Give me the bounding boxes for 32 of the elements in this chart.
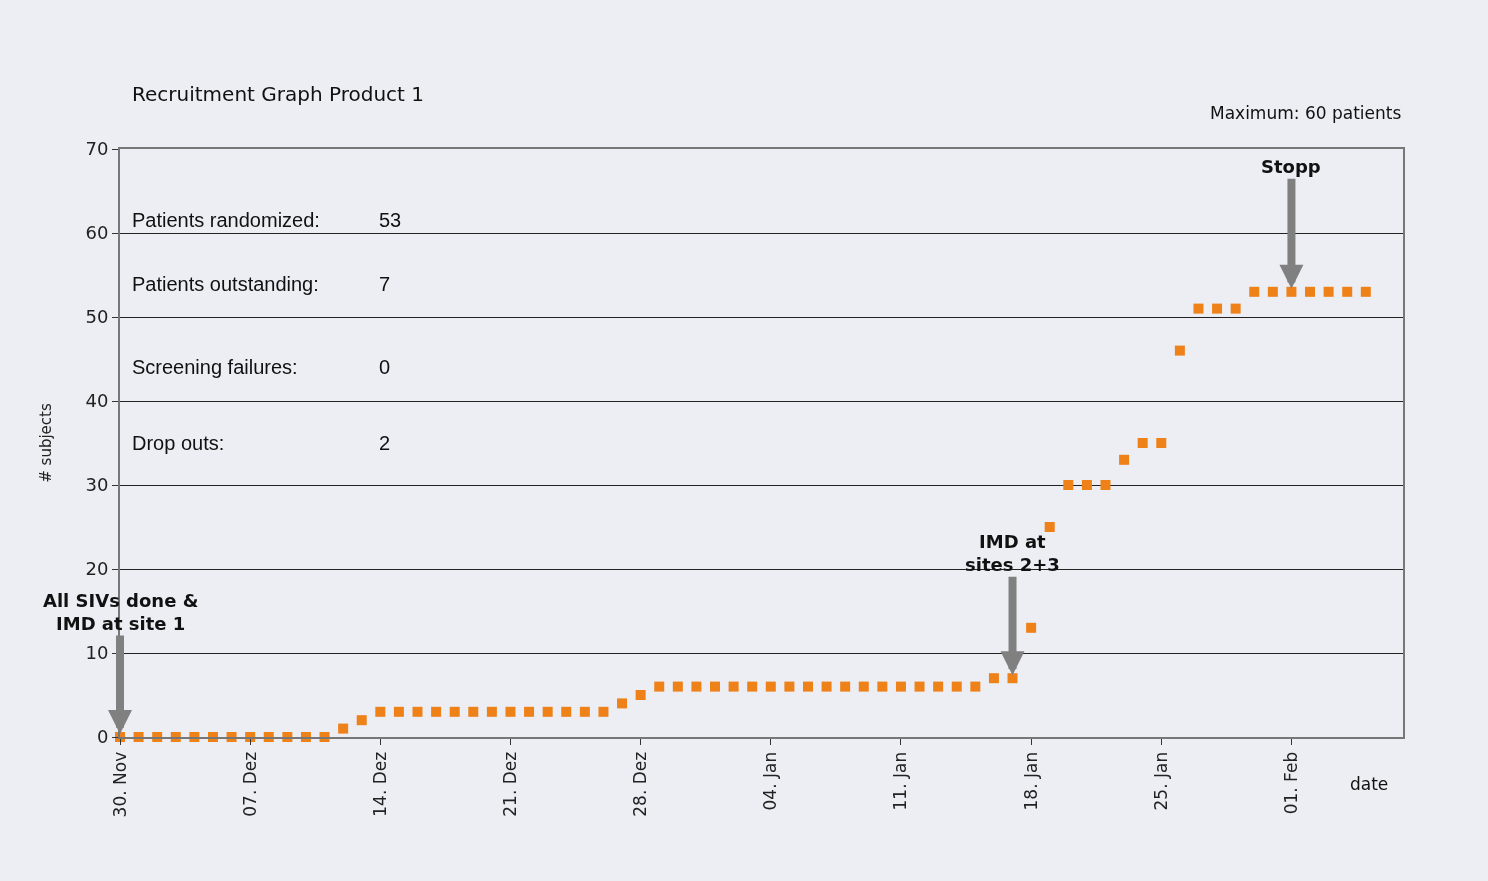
annotation: Patients randomized: [132, 209, 320, 231]
x-tick-label: 25. Jan [1150, 751, 1171, 811]
annotation: 53 [379, 209, 402, 231]
y-tick-label: 70 [85, 138, 109, 160]
annotation: Screening failures: [132, 356, 298, 378]
y-tick-label: 20 [85, 558, 109, 580]
x-tick-label: 21. Dez [500, 751, 521, 817]
annotation: 0 [379, 356, 391, 378]
x-tick-label: 07. Dez [239, 751, 260, 817]
annotation: Drop outs: [132, 432, 225, 454]
x-tick-label: 11. Jan [890, 751, 911, 811]
y-tick-label: 0 [96, 726, 109, 748]
x-tick-label: 04. Jan [760, 751, 781, 811]
x-tick-label: 14. Dez [369, 751, 390, 817]
x-axis-title: date [1350, 774, 1389, 794]
y-tick-label: 40 [85, 390, 109, 412]
y-axis-title: # subjects [37, 403, 56, 483]
x-tick-label: 18. Jan [1020, 751, 1041, 811]
x-tick-label: 01. Feb [1280, 751, 1301, 815]
annotation: 2 [379, 432, 391, 454]
y-tick-label: 50 [85, 306, 109, 328]
y-tick-label: 60 [85, 222, 109, 244]
annotation: Stopp [1261, 156, 1321, 177]
y-tick-label: 30 [85, 474, 109, 496]
x-tick-label: 28. Dez [630, 751, 651, 817]
chart-title: Recruitment Graph Product 1 [132, 82, 424, 106]
x-tick-label: 30. Nov [109, 751, 130, 818]
annotation: All SIVs done & IMD at site 1 [43, 590, 199, 635]
chart-subtitle: Maximum: 60 patients [1210, 103, 1402, 123]
annotation: 7 [379, 273, 391, 295]
annotation: Patients outstanding: [132, 273, 319, 295]
y-tick-label: 10 [85, 642, 109, 664]
